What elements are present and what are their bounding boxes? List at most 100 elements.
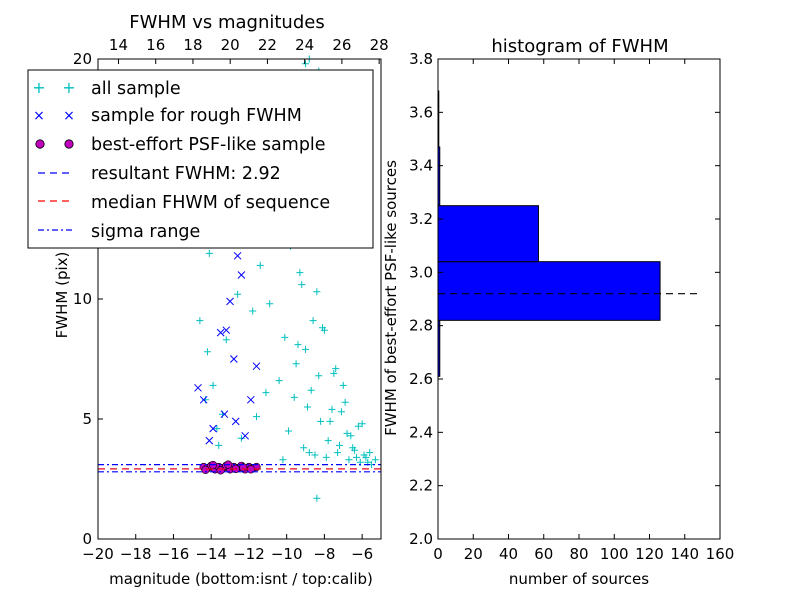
scatter-y-axis-label: FWHM (pix) — [53, 252, 71, 339]
data-point — [231, 417, 240, 426]
series-rough-fwhm — [194, 251, 261, 445]
data-point — [252, 413, 260, 421]
data-point — [354, 422, 362, 430]
x-tick-label: 40 — [499, 545, 518, 563]
top-tick-label: 26 — [332, 36, 351, 54]
x-tick-label: −10 — [271, 545, 303, 563]
data-point — [358, 420, 366, 428]
x-tick-label: 20 — [464, 545, 483, 563]
histogram-y-axis-label: FWHM of best-effort PSF-like sources — [382, 160, 400, 436]
x-tick-label: 120 — [635, 545, 664, 563]
data-point — [252, 362, 261, 371]
x-tick-label: −12 — [233, 545, 265, 563]
data-point — [307, 386, 315, 394]
scatter-panel: FWHM vs magnitudes −20 −18 −16 −14 −12 −10 −8−… — [27, 12, 389, 588]
data-point — [322, 453, 330, 461]
data-point — [256, 261, 264, 269]
data-point — [220, 410, 229, 419]
data-point — [201, 465, 210, 474]
data-point — [324, 437, 332, 445]
data-point — [222, 336, 230, 344]
data-point — [216, 328, 225, 337]
legend-label: resultant FWHM: 2.92 — [91, 164, 281, 184]
legend-entry-median: median FHWM of sequence — [38, 193, 330, 213]
top-tick-label: 14 — [109, 36, 128, 54]
legend-label: sigma range — [91, 222, 200, 242]
data-point — [305, 449, 313, 457]
data-point — [233, 251, 242, 260]
data-point — [205, 249, 213, 257]
y-tick-label: 2.2 — [409, 477, 433, 495]
x-tick-label: −18 — [120, 545, 152, 563]
data-point — [203, 348, 211, 356]
y-tick-label: 0 — [82, 530, 92, 548]
top-tick-label: 16 — [146, 36, 165, 54]
series-psf-like — [199, 460, 261, 475]
legend-entry-resultant-fwhm: resultant FWHM: 2.92 — [38, 164, 281, 184]
histogram-bars — [437, 90, 661, 377]
x-tick-label: 100 — [600, 545, 629, 563]
x-tick-label: 160 — [706, 545, 735, 563]
y-tick-label: 5 — [82, 410, 92, 428]
x-tick-label: 0 — [433, 545, 443, 563]
histogram-x-ticks: 0 20 40 60 80 100 120 140 160 — [433, 59, 734, 563]
legend-marker-circle — [64, 139, 74, 149]
scatter-reference-lines — [98, 464, 381, 473]
data-point — [315, 372, 323, 380]
scatter-x-axis-label: magnitude (bottom:isnt / top:calib) — [109, 570, 373, 588]
legend-label: all sample — [91, 79, 181, 99]
x-tick-label: −8 — [313, 545, 335, 563]
legend-entry-rough-fwhm: × × sample for rough FWHM — [33, 106, 302, 126]
data-point — [371, 456, 379, 464]
data-point — [362, 453, 370, 461]
data-point — [311, 451, 319, 459]
data-point — [303, 403, 311, 411]
x-tick-label: 60 — [534, 545, 553, 563]
x-tick-label: −16 — [158, 545, 190, 563]
data-point — [205, 436, 214, 445]
data-point — [209, 381, 217, 389]
legend-marker-circle — [35, 139, 45, 149]
data-point — [215, 441, 223, 449]
data-point — [246, 395, 255, 404]
top-tick-label: 24 — [295, 36, 314, 54]
data-point — [199, 395, 208, 404]
top-tick-label: 18 — [183, 36, 202, 54]
data-point — [266, 300, 274, 308]
x-tick-label: −6 — [351, 545, 373, 563]
top-tick-label: 22 — [258, 36, 277, 54]
data-point — [281, 333, 289, 341]
legend-marker-cross: × — [63, 108, 75, 124]
data-point — [296, 269, 304, 277]
data-point — [290, 393, 298, 401]
data-point — [317, 417, 325, 425]
data-point — [347, 432, 355, 440]
y-tick-label: 2.8 — [409, 317, 433, 335]
scatter-top-ticks: 14 16 18 20 22 24 26 28 — [109, 36, 389, 64]
y-tick-label: 3.4 — [409, 157, 433, 175]
data-point — [292, 360, 300, 368]
data-point — [339, 381, 347, 389]
data-point — [341, 398, 349, 406]
data-point — [343, 429, 351, 437]
legend-entry-psf-like: best-effort PSF-like sample — [35, 135, 326, 155]
data-point — [335, 441, 343, 449]
y-tick-label: 3.2 — [409, 210, 433, 228]
data-point — [302, 345, 310, 353]
legend: + + all sample × × sample for rough FWHM… — [27, 69, 374, 249]
data-point — [234, 290, 242, 298]
legend-box — [27, 69, 374, 249]
x-tick-label: 140 — [670, 545, 699, 563]
histogram-bar — [437, 261, 661, 321]
data-point — [337, 408, 345, 416]
data-point — [275, 377, 283, 385]
data-point — [313, 494, 321, 502]
data-point — [216, 466, 225, 475]
scatter-title: FWHM vs magnitudes — [129, 12, 324, 33]
data-point — [309, 317, 317, 325]
data-point — [249, 307, 257, 315]
y-tick-label: 2.6 — [409, 370, 433, 388]
data-point — [294, 341, 302, 349]
data-point — [285, 427, 293, 435]
data-point — [226, 297, 234, 306]
